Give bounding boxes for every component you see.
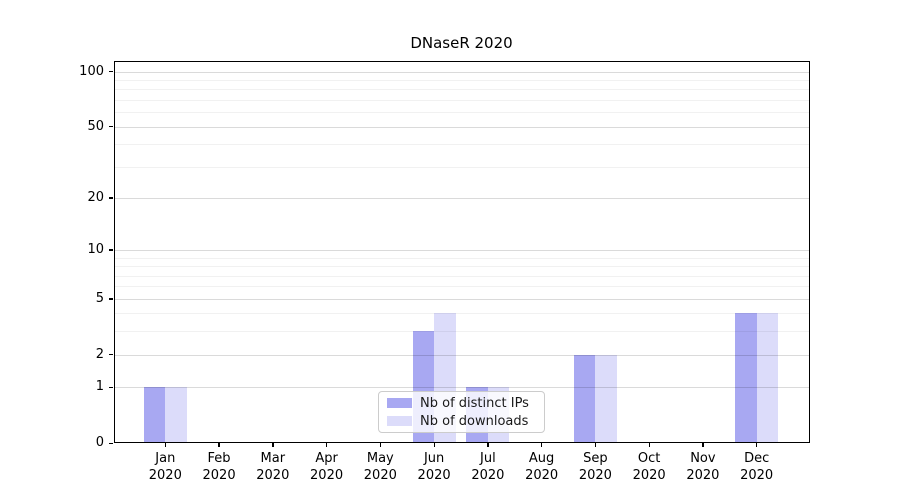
x-tick-label-5: Jun 2020 xyxy=(417,451,451,483)
x-tick-label-7: Aug 2020 xyxy=(525,451,559,483)
legend-label-downloads: Nb of downloads xyxy=(420,413,529,429)
y-tick-label-5: 5 xyxy=(95,290,104,306)
x-tick-9 xyxy=(648,443,650,447)
major-gridline-y50 xyxy=(113,126,810,128)
bar-distinct-ips-sep xyxy=(573,354,596,443)
bar-downloads-dec xyxy=(756,313,779,443)
y-tick-label-10: 10 xyxy=(87,241,104,257)
y-tick-label-100: 100 xyxy=(79,63,104,79)
x-tick-3 xyxy=(325,443,328,447)
y-tick-0 xyxy=(109,442,113,444)
y-tick-label-1: 1 xyxy=(95,379,104,395)
minor-gridline-y9 xyxy=(113,257,810,259)
x-tick-label-8: Sep 2020 xyxy=(578,451,612,483)
y-tick-label-20: 20 xyxy=(87,189,104,205)
x-tick-8 xyxy=(594,443,597,447)
x-tick-7 xyxy=(541,443,543,447)
bar-distinct-ips-jan xyxy=(143,387,166,443)
x-tick-2 xyxy=(272,443,274,447)
minor-gridline-y90 xyxy=(113,79,810,81)
x-tick-label-11: Dec 2020 xyxy=(740,451,774,483)
legend-item-downloads: Nb of downloads xyxy=(387,414,536,429)
y-tick-1 xyxy=(109,386,113,388)
major-gridline-y1 xyxy=(113,387,810,389)
x-tick-10 xyxy=(702,443,704,447)
minor-gridline-y60 xyxy=(113,112,810,114)
y-tick-10 xyxy=(109,249,113,251)
y-tick-label-2: 2 xyxy=(95,346,104,362)
y-tick-20 xyxy=(109,197,113,199)
minor-gridline-y6 xyxy=(113,286,810,288)
minor-gridline-y7 xyxy=(113,275,810,277)
minor-gridline-y40 xyxy=(113,144,810,146)
x-tick-label-6: Jul 2020 xyxy=(471,451,505,483)
major-gridline-y20 xyxy=(113,197,810,199)
x-tick-label-1: Feb 2020 xyxy=(202,451,236,483)
x-tick-label-3: Apr 2020 xyxy=(310,451,344,483)
minor-gridline-y4 xyxy=(113,313,810,315)
bar-distinct-ips-dec xyxy=(735,313,757,443)
y-tick-50 xyxy=(109,126,113,128)
minor-gridline-y3 xyxy=(113,331,810,333)
minor-gridline-y70 xyxy=(113,99,810,101)
y-tick-2 xyxy=(109,354,113,356)
x-tick-5 xyxy=(433,443,435,447)
x-tick-label-4: May 2020 xyxy=(363,451,397,483)
plot-area-border xyxy=(113,60,810,443)
major-gridline-y100 xyxy=(113,71,810,73)
x-tick-label-2: Mar 2020 xyxy=(256,451,290,483)
x-tick-label-9: Oct 2020 xyxy=(632,451,666,483)
y-tick-label-50: 50 xyxy=(87,118,104,134)
bar-downloads-sep xyxy=(595,354,617,443)
legend-swatch-distinct-ips xyxy=(387,398,412,408)
x-tick-0 xyxy=(164,443,166,447)
x-tick-label-10: Nov 2020 xyxy=(686,451,720,483)
major-gridline-y5 xyxy=(113,298,810,300)
x-tick-label-0: Jan 2020 xyxy=(148,451,182,483)
y-tick-100 xyxy=(109,71,113,73)
chart-title: DNaseR 2020 xyxy=(410,34,513,52)
legend-label-distinct-ips: Nb of distinct IPs xyxy=(420,395,529,411)
legend-swatch-downloads xyxy=(387,416,412,426)
minor-gridline-y30 xyxy=(113,166,810,168)
minor-gridline-y8 xyxy=(113,266,810,268)
x-tick-4 xyxy=(379,443,382,447)
major-gridline-y2 xyxy=(113,354,810,356)
y-tick-5 xyxy=(109,298,113,300)
legend: Nb of distinct IPs Nb of downloads xyxy=(378,391,545,433)
minor-gridline-y80 xyxy=(113,89,810,91)
x-tick-11 xyxy=(756,443,758,447)
y-tick-label-0: 0 xyxy=(95,435,104,450)
x-tick-1 xyxy=(218,443,220,447)
bar-downloads-jan xyxy=(165,387,187,443)
x-tick-6 xyxy=(487,443,489,447)
legend-item-distinct-ips: Nb of distinct IPs xyxy=(387,396,536,411)
major-gridline-y10 xyxy=(113,249,810,251)
